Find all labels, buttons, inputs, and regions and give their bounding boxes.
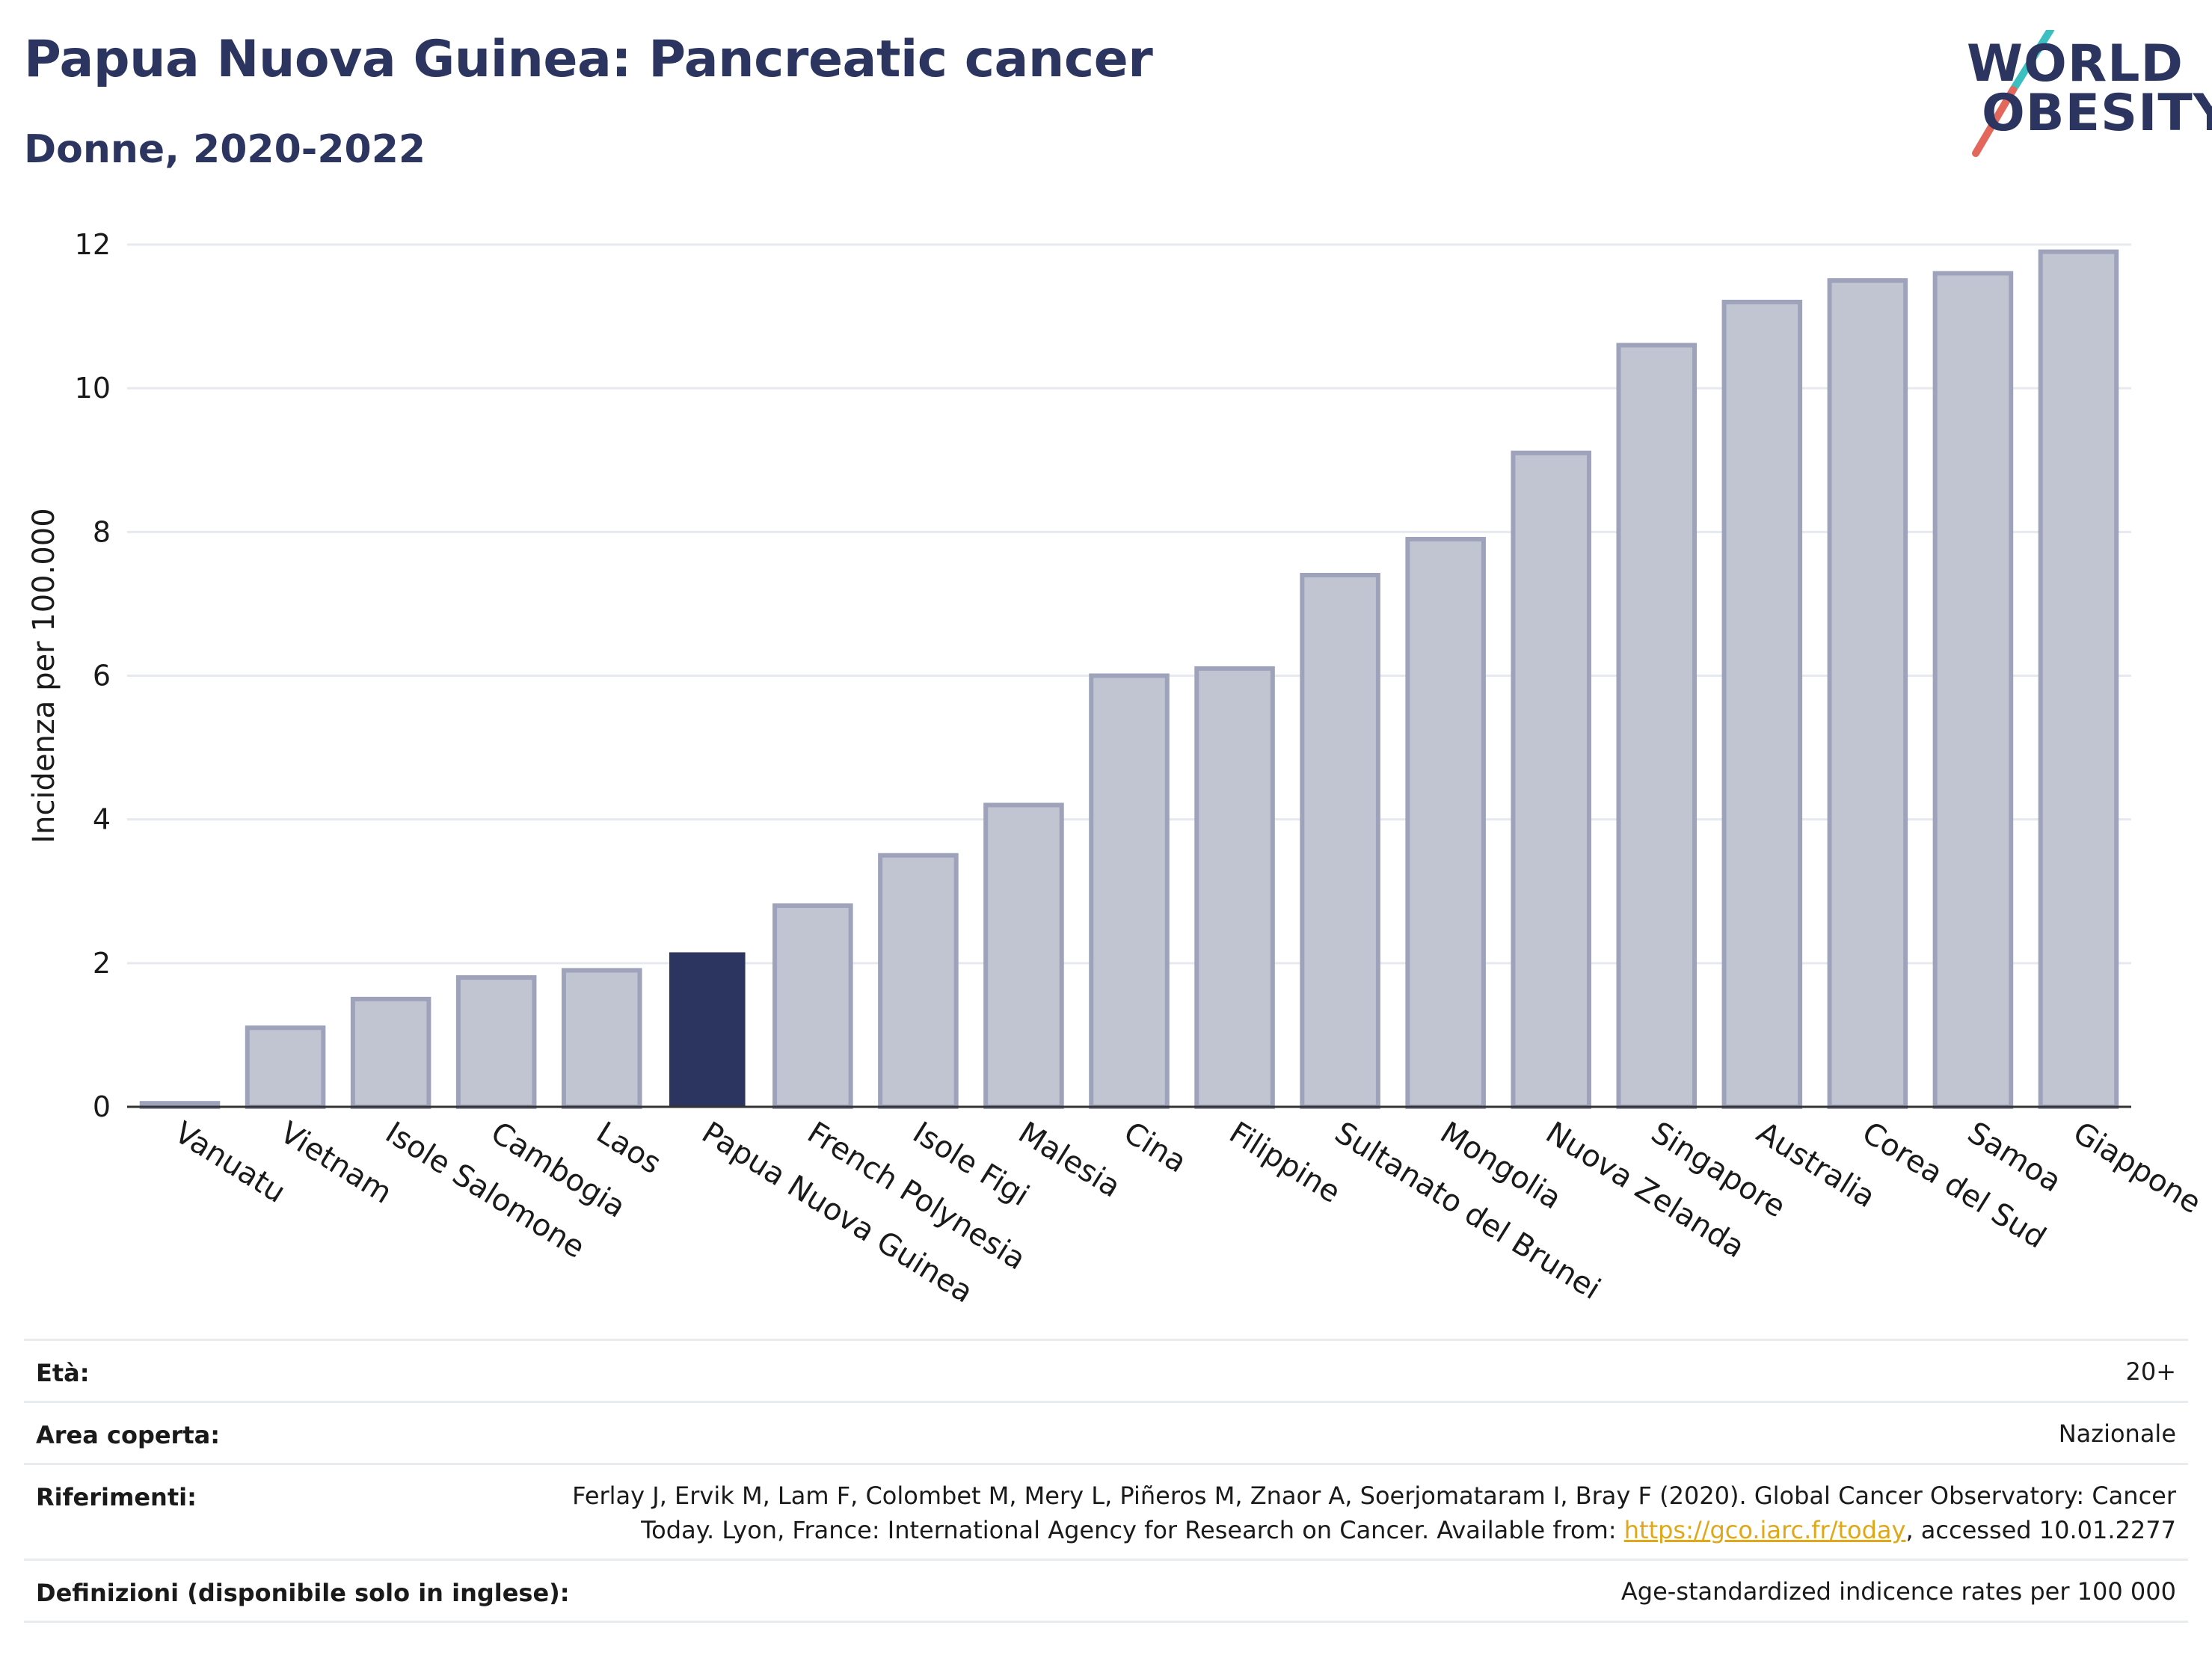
x-tick-label: Laos [590,1115,666,1181]
logo-slash-icon [1972,30,2054,157]
bar [772,903,853,1109]
y-tick-label: 2 [93,947,111,980]
logo-line1: WORLD [1967,34,2184,93]
y-tick-label: 12 [75,228,111,261]
chart-subtitle: Donne, 2020-2022 [24,127,426,172]
y-tick-label: 8 [93,515,111,548]
y-tick-label: 10 [75,372,111,405]
bar [1511,450,1591,1109]
meta-row-references: Riferimenti: Ferlay J, Ervik M, Lam F, C… [24,1463,2188,1559]
x-tick-label: Corea del Sud [1856,1115,2052,1255]
world-obesity-logo: WORLD OBESITY [1944,30,2212,157]
bar [1089,673,1170,1109]
logo-line2: OBESITY [1982,84,2212,143]
bar [561,968,642,1109]
x-tick-label: Filippine [1223,1115,1347,1210]
bar [983,802,1064,1109]
meta-row-age: Età: 20+ [24,1339,2188,1401]
definitions-value: Age-standardized indicence rates per 100… [1620,1577,2176,1606]
bar [245,1025,326,1110]
meta-row-area: Area coperta: Nazionale [24,1401,2188,1463]
references-label: Riferimenti: [36,1483,197,1511]
references-link[interactable]: https://gco.iarc.fr/today [1623,1516,1906,1544]
area-value: Nazionale [2058,1419,2176,1448]
age-value: 20+ [2125,1357,2176,1386]
bar [1194,666,1275,1109]
y-tick-label: 4 [93,803,111,836]
references-line1: Ferlay J, Ervik M, Lam F, Colombet M, Me… [572,1481,2176,1510]
bar [1932,271,2014,1109]
bar [1827,278,1908,1110]
bar [1616,343,1698,1109]
bar [455,975,537,1110]
age-label: Età: [36,1359,90,1387]
y-tick-label: 0 [93,1090,111,1123]
x-tick-label: Vanuatu [168,1115,291,1209]
references-value: Ferlay J, Ervik M, Lam F, Colombet M, Me… [572,1479,2176,1547]
bar [878,853,959,1109]
y-axis-label: Incidenza per 100.000 [27,508,61,843]
x-tick-label: Cina [1118,1115,1193,1179]
area-label: Area coperta: [36,1421,221,1449]
bar [1721,299,1803,1109]
bar-chart: 0 2 4 6 8 10 12 Incidenza per 100.000 VanuatuVie… [27,228,2207,1310]
references-text: Today. Lyon, France: International Agenc… [641,1516,1624,1544]
bar [2038,249,2119,1110]
references-line2: Today. Lyon, France: International Agenc… [572,1513,2176,1547]
chart-title: Papua Nuova Guinea: Pancreatic cancer [24,30,1153,89]
meta-row-definitions: Definizioni (disponibile solo in inglese… [24,1559,2188,1623]
x-tick-label: Giappone [2067,1115,2207,1220]
x-tick-label: Vietnam [274,1115,398,1210]
y-tick-label: 6 [93,660,111,693]
bar [669,952,746,1107]
references-accessed: , accessed 10.01.2277 [1905,1516,2176,1544]
definitions-label: Definizioni (disponibile solo in inglese… [36,1579,570,1607]
bar [1300,572,1380,1109]
bar [1405,536,1486,1110]
bar [350,996,431,1109]
